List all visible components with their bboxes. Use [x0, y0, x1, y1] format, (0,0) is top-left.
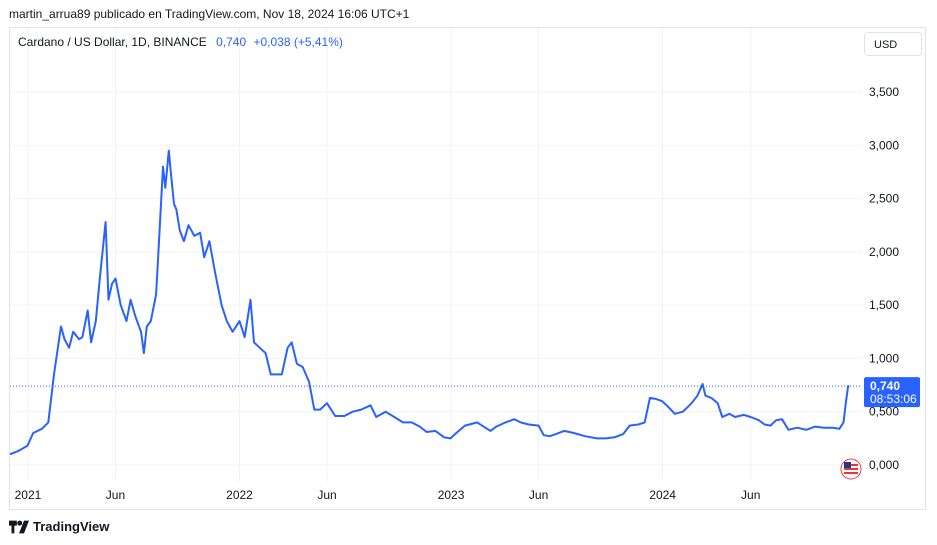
x-tick-label: Jun: [529, 488, 548, 502]
publisher-line: martin_arrua89 publicado en TradingView.…: [9, 7, 410, 21]
y-tick-label: 0,000: [869, 458, 899, 472]
us-flag-icon[interactable]: [840, 458, 862, 480]
series-line: [9, 149, 850, 456]
y-tick-label: 1,000: [869, 351, 899, 365]
x-tick-label: 2021: [15, 488, 42, 502]
last-price-countdown: 08:53:06: [870, 392, 917, 406]
y-tick-label: 2,000: [869, 245, 899, 259]
footer-brand[interactable]: TradingView: [9, 519, 109, 534]
x-tick-label: Jun: [106, 488, 125, 502]
currency-button[interactable]: USD: [864, 32, 922, 56]
y-tick-label: 2,500: [869, 192, 899, 206]
last-price-label: 0,740 08:53:06: [864, 377, 920, 408]
legend-change: +0,038 (+5,41%): [253, 35, 343, 49]
x-tick-label: 2024: [649, 488, 676, 502]
grid: [10, 28, 862, 482]
y-tick-label: 0,500: [869, 405, 899, 419]
y-axis: 0,000 0,500 1,000 1,500 2,000 2,500 3,000 3,500: [869, 85, 899, 472]
legend-price: 0,740: [216, 35, 247, 49]
tradingview-logo-icon: [9, 520, 29, 533]
x-tick-label: 2023: [438, 488, 465, 502]
x-tick-label: Jun: [317, 488, 336, 502]
footer-brand-text: TradingView: [33, 519, 110, 534]
last-price-value: 0,740: [870, 379, 900, 393]
y-tick-label: 3,000: [869, 138, 899, 152]
chart-frame: [9, 27, 926, 510]
chart-legend: Cardano / US Dollar, 1D, BINANCE 0,740 +…: [18, 35, 343, 49]
symbol-label[interactable]: Cardano / US Dollar, 1D, BINANCE: [18, 35, 207, 49]
x-tick-label: Jun: [741, 488, 760, 502]
y-tick-label: 3,500: [869, 85, 899, 99]
x-axis: 2021 Jun 2022 Jun 2023 Jun 2024 Jun: [15, 488, 761, 502]
y-tick-label: 1,500: [869, 298, 899, 312]
x-tick-label: 2022: [226, 488, 253, 502]
